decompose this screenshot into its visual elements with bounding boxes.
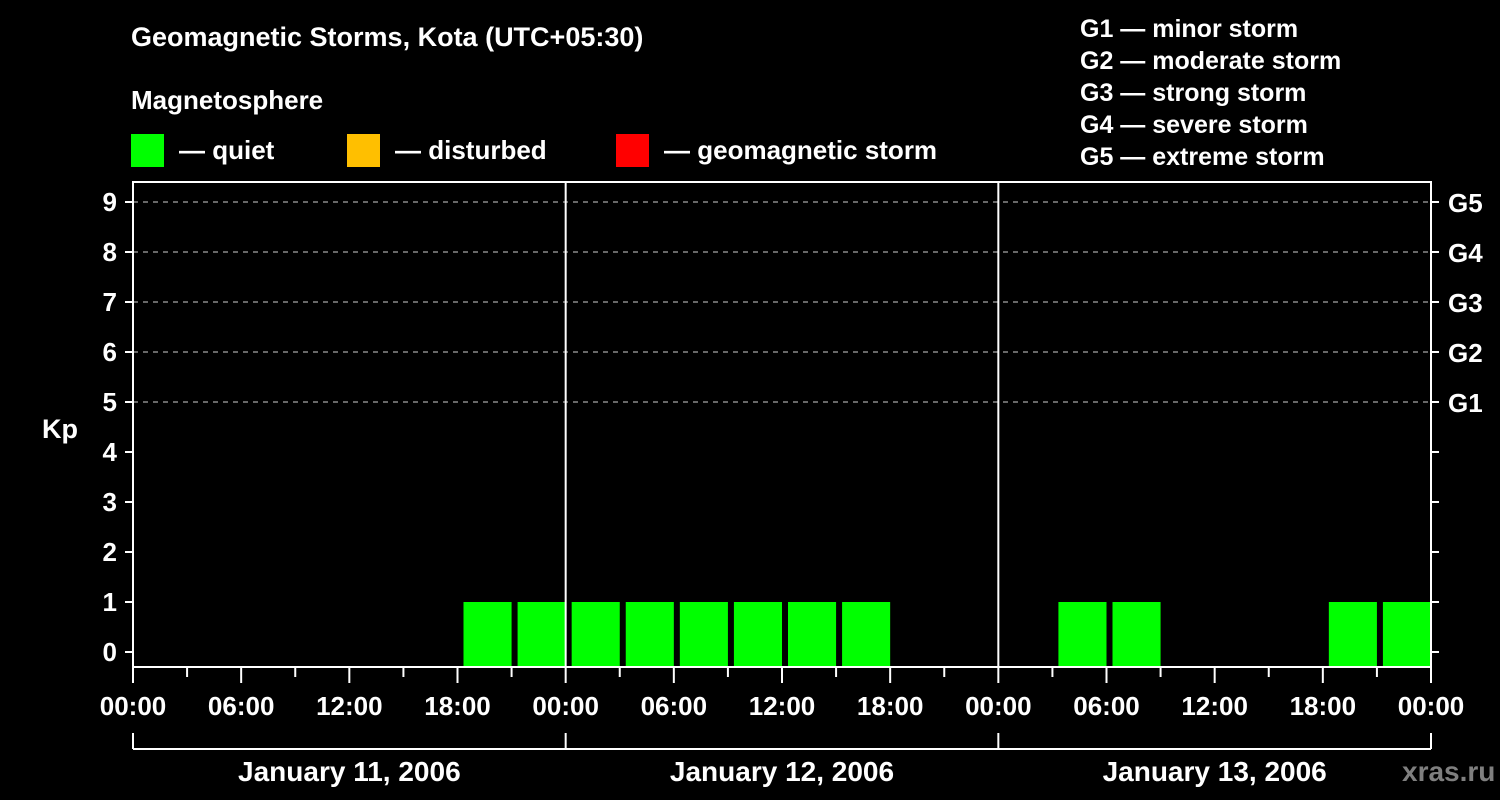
- x-tick-label: 12:00: [316, 691, 383, 721]
- x-tick-label: 18:00: [1290, 691, 1357, 721]
- y-tick-label: 6: [103, 337, 117, 367]
- x-tick-label: 18:00: [424, 691, 491, 721]
- x-tick-label: 18:00: [857, 691, 924, 721]
- y-tick-label: 2: [103, 537, 117, 567]
- y-tick-label: 1: [103, 587, 117, 617]
- g3-description: G3 — strong storm: [1080, 79, 1307, 107]
- g2-description: G2 — moderate storm: [1080, 47, 1342, 75]
- legend-storm: — geomagnetic storm: [616, 133, 937, 167]
- kp-bar: [625, 602, 674, 667]
- date-label: January 13, 2006: [1103, 756, 1327, 787]
- g4-description: G4 — severe storm: [1080, 111, 1308, 139]
- storm-scale-legend: G1 — minor storm G2 — moderate storm G3 …: [1080, 13, 1341, 173]
- chart-title: Geomagnetic Storms, Kota (UTC+05:30): [131, 22, 644, 52]
- y-tick-label: 5: [103, 387, 117, 417]
- x-tick-label: 06:00: [208, 691, 275, 721]
- date-label: January 12, 2006: [670, 756, 894, 787]
- kp-bar: [679, 602, 728, 667]
- x-tick-label: 12:00: [749, 691, 816, 721]
- date-label: January 11, 2006: [238, 756, 461, 787]
- storm-swatch-icon: [616, 133, 649, 167]
- legend-disturbed: — disturbed: [347, 133, 547, 167]
- y-tick-label: 8: [103, 237, 117, 267]
- x-tick-label: 00:00: [532, 691, 599, 721]
- x-tick-label: 06:00: [641, 691, 708, 721]
- watermark: xras.ru: [1402, 756, 1495, 787]
- g-level-label: G5: [1448, 188, 1483, 218]
- g1-description: G1 — minor storm: [1080, 15, 1299, 43]
- kp-bar: [1382, 602, 1431, 667]
- g-level-label: G1: [1448, 388, 1483, 418]
- legend-storm-label: — geomagnetic storm: [664, 134, 938, 165]
- y-tick-label: 3: [103, 487, 117, 517]
- kp-bar: [1328, 602, 1377, 667]
- legend-quiet: — quiet: [131, 133, 274, 167]
- y-tick-label: 0: [103, 637, 117, 667]
- kp-bar: [1058, 602, 1107, 667]
- x-tick-label: 00:00: [1398, 691, 1465, 721]
- g5-description: G5 — extreme storm: [1080, 143, 1325, 171]
- legend-heading: Magnetosphere: [131, 85, 324, 115]
- x-tick-label: 00:00: [965, 691, 1032, 721]
- g-level-label: G4: [1448, 238, 1483, 268]
- quiet-swatch-icon: [131, 133, 164, 167]
- x-tick-label: 12:00: [1181, 691, 1248, 721]
- x-tick-label: 00:00: [100, 691, 167, 721]
- y-axis-label: Kp: [42, 414, 78, 444]
- kp-bar: [733, 602, 782, 667]
- plot-frame: [132, 181, 1432, 668]
- kp-bar: [463, 602, 512, 667]
- y-tick-label: 4: [103, 437, 118, 467]
- kp-bar: [1112, 602, 1161, 667]
- x-tick-label: 06:00: [1073, 691, 1140, 721]
- legend-disturbed-label: — disturbed: [395, 134, 547, 165]
- legend-quiet-label: — quiet: [179, 134, 275, 165]
- kp-bar: [788, 602, 837, 667]
- kp-bar: [517, 602, 566, 667]
- kp-bar: [842, 602, 891, 667]
- y-tick-label: 9: [103, 187, 117, 217]
- g-level-label: G3: [1448, 288, 1483, 318]
- g-level-label: G2: [1448, 338, 1483, 368]
- kp-bar: [571, 602, 620, 667]
- disturbed-swatch-icon: [347, 133, 380, 167]
- y-tick-label: 7: [103, 287, 117, 317]
